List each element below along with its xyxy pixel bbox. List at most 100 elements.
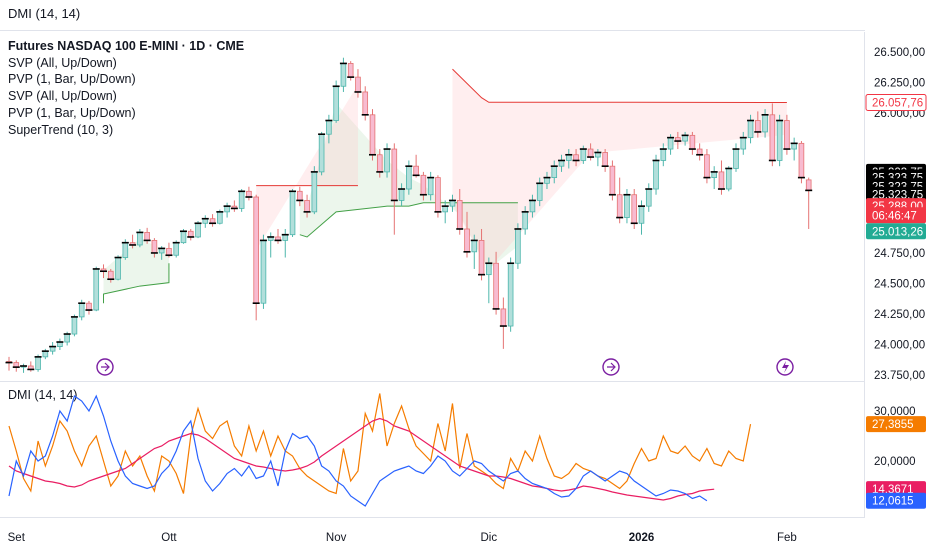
candle-body bbox=[776, 120, 783, 161]
candle-body bbox=[304, 200, 310, 213]
dmi-value-tag-label: 12,0615 bbox=[872, 496, 914, 508]
candle-body bbox=[565, 154, 572, 161]
candle-body bbox=[362, 91, 369, 116]
dmi-series-adx bbox=[8, 393, 752, 495]
time-axis-label: Ott bbox=[161, 532, 177, 544]
price-axis-tick-label: 24.250,00 bbox=[874, 309, 925, 321]
candle-body bbox=[217, 211, 223, 224]
candle-body bbox=[260, 239, 267, 304]
supertrend-down-fill bbox=[452, 69, 787, 269]
price-tag bbox=[866, 207, 926, 224]
candle-body bbox=[500, 308, 507, 327]
supertrend-up-line bbox=[299, 202, 518, 238]
legend-indicator-svp[interactable]: SVP (All, Up/Down) bbox=[8, 89, 117, 104]
price-axis-tick-label: 24.750,00 bbox=[874, 248, 925, 260]
candle-body bbox=[609, 165, 616, 196]
candle-body bbox=[318, 133, 325, 173]
candle-body bbox=[580, 148, 587, 161]
candle-body bbox=[187, 230, 194, 238]
dmi-axis-tick-label: 30,0000 bbox=[874, 406, 916, 418]
candle-body bbox=[616, 194, 623, 218]
price-tag-label: 25.013,26 bbox=[872, 226, 923, 238]
candle-body bbox=[718, 171, 725, 190]
candle-body bbox=[115, 257, 121, 280]
candle-body bbox=[64, 333, 70, 343]
candle-body bbox=[653, 160, 659, 190]
candle-body bbox=[682, 134, 688, 142]
time-axis-label: Nov bbox=[326, 532, 347, 544]
supertrend-up-line bbox=[103, 263, 170, 304]
price-axis-tick-label: 23.750,00 bbox=[874, 370, 925, 382]
candle-body bbox=[180, 230, 187, 244]
candle-body bbox=[427, 177, 434, 196]
candle-body bbox=[660, 148, 667, 161]
candle-body bbox=[624, 194, 630, 218]
candle-body bbox=[78, 302, 85, 318]
candle-body bbox=[296, 190, 303, 201]
candle-body bbox=[711, 171, 717, 179]
event-markers bbox=[96, 358, 794, 376]
candle-body bbox=[137, 232, 143, 246]
supertrend-lines bbox=[103, 68, 787, 304]
dmi-pane-title[interactable]: DMI (14, 14) bbox=[8, 388, 78, 402]
candle-body bbox=[195, 222, 201, 238]
candle-body bbox=[493, 262, 499, 310]
price-tag bbox=[866, 223, 926, 240]
arrow-right-icon bbox=[101, 362, 110, 372]
candle-body bbox=[805, 179, 812, 191]
candle-body bbox=[798, 142, 805, 179]
candle-body bbox=[544, 177, 550, 184]
candle-body bbox=[791, 142, 797, 150]
time-axis-label: Set bbox=[8, 532, 26, 544]
candle-body bbox=[289, 190, 296, 236]
candle-body bbox=[638, 205, 645, 224]
candle-body bbox=[456, 200, 463, 230]
candle-body bbox=[173, 242, 180, 256]
legend-indicator-pvp[interactable]: PVP (1, Bar, Up/Down) bbox=[8, 72, 136, 87]
candle-body bbox=[507, 262, 514, 327]
legend-indicator-supertrend[interactable]: SuperTrend (10, 3) bbox=[8, 122, 114, 137]
candle-body bbox=[122, 242, 129, 258]
candle-body bbox=[246, 190, 252, 198]
candle-body bbox=[311, 171, 318, 213]
candle-body bbox=[333, 85, 339, 121]
header-separator bbox=[0, 30, 865, 31]
supertrend-down-fill bbox=[256, 84, 358, 251]
candle-body bbox=[602, 152, 608, 167]
candle-body bbox=[86, 302, 92, 311]
candle-body bbox=[667, 137, 674, 150]
price-tag bbox=[865, 93, 927, 111]
legend-symbol[interactable]: Futures NASDAQ 100 E-MINI · 1D · CME bbox=[8, 39, 245, 53]
candle-body bbox=[420, 174, 427, 196]
time-axis-label: Dic bbox=[481, 532, 498, 544]
candle-body bbox=[784, 120, 790, 150]
legend-indicator-pvp[interactable]: PVP (1, Bar, Up/Down) bbox=[8, 105, 136, 120]
candle-body bbox=[355, 76, 361, 93]
indicator-title-top: DMI (14, 14) bbox=[8, 6, 81, 21]
legend-indicator-svp[interactable]: SVP (All, Up/Down) bbox=[8, 55, 117, 70]
candle-body bbox=[631, 194, 638, 224]
candle-body bbox=[573, 154, 579, 161]
candle-body bbox=[35, 356, 41, 370]
candle-body bbox=[107, 270, 114, 280]
candle-body bbox=[587, 148, 594, 158]
candles bbox=[5, 57, 813, 373]
supertrend-up-fill bbox=[103, 238, 169, 304]
candle-body bbox=[529, 200, 536, 213]
price-axis-tick-label: 26.250,00 bbox=[874, 78, 925, 90]
candle-body bbox=[384, 148, 390, 173]
supertrend-down-line bbox=[452, 68, 787, 103]
candle-body bbox=[762, 114, 768, 133]
candle-body bbox=[282, 234, 289, 241]
candle-body bbox=[442, 205, 448, 213]
time-axis-label: 2026 bbox=[629, 532, 655, 544]
candle-body bbox=[391, 148, 398, 201]
price-axis-tick-label: 26.000,00 bbox=[874, 108, 925, 120]
candle-body bbox=[406, 165, 412, 190]
time-axis-label: Feb bbox=[777, 532, 797, 544]
dmi-series-minus_di bbox=[8, 417, 715, 501]
arrow-right-icon bbox=[607, 362, 616, 372]
axis: 26.500,00 26.250,00 26.000,00 24.750,00 24.5… bbox=[8, 47, 927, 544]
candle-body bbox=[733, 148, 739, 169]
